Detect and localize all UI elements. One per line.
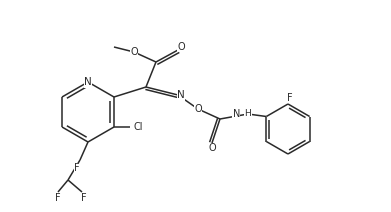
Text: F: F (74, 163, 80, 173)
Text: O: O (194, 104, 202, 114)
Text: O: O (208, 143, 216, 153)
Text: Cl: Cl (133, 122, 143, 132)
Text: H: H (245, 110, 251, 119)
Text: F: F (287, 93, 293, 103)
Text: F: F (55, 193, 61, 203)
Text: O: O (130, 47, 138, 57)
Text: N: N (84, 77, 92, 87)
Text: N: N (233, 109, 240, 119)
Text: O: O (177, 42, 185, 52)
Text: F: F (81, 193, 87, 203)
Text: N: N (177, 90, 185, 100)
